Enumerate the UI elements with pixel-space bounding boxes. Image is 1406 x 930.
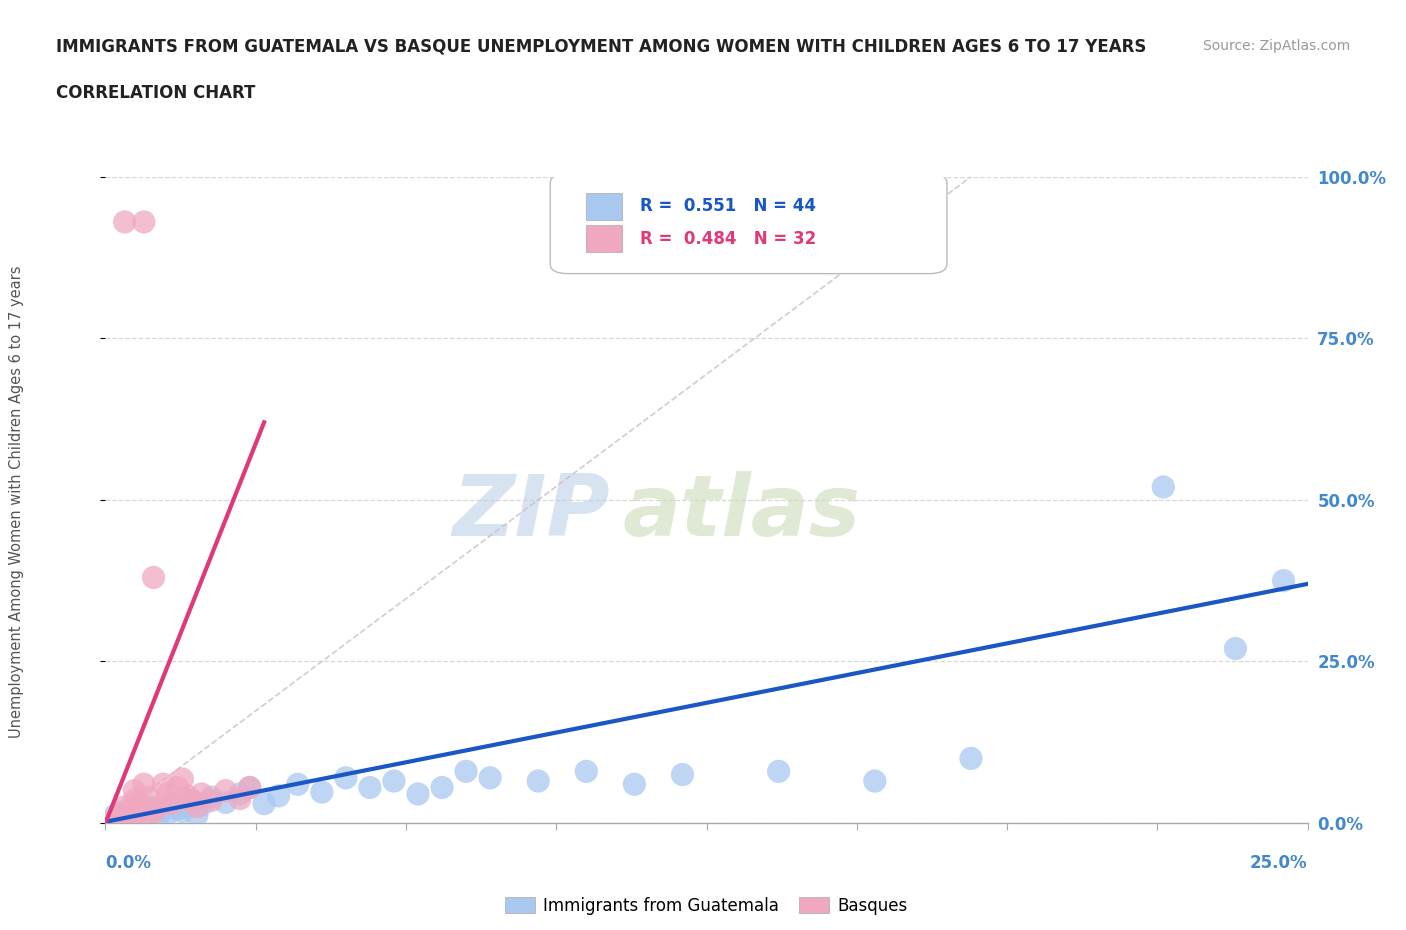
Text: 0.0%: 0.0% [105, 854, 152, 872]
Point [166, 780, 188, 795]
Point [190, 787, 212, 802]
Point [138, 790, 160, 804]
Text: IMMIGRANTS FROM GUATEMALA VS BASQUE UNEMPLOYMENT AMONG WOMEN WITH CHILDREN AGES : IMMIGRANTS FROM GUATEMALA VS BASQUE UNEM… [56, 37, 1147, 55]
Point [200, 793, 222, 808]
Point [124, 793, 146, 808]
Point [148, 800, 170, 815]
Text: 25.0%: 25.0% [1250, 854, 1308, 872]
Point [186, 800, 208, 815]
Point [190, 798, 212, 813]
Point [527, 774, 550, 789]
Point [118, 803, 141, 817]
Point [142, 804, 165, 818]
Point [104, 813, 127, 828]
Point [430, 780, 453, 795]
Point [406, 787, 429, 802]
Point [1272, 573, 1295, 588]
Point [118, 810, 141, 825]
Point [152, 777, 174, 791]
Point [359, 780, 381, 795]
Point [768, 764, 790, 778]
Point [114, 215, 136, 230]
Point [114, 808, 136, 823]
Point [132, 777, 155, 791]
Point [124, 802, 146, 817]
Point [114, 800, 136, 815]
Point [156, 806, 179, 821]
Point [138, 800, 160, 815]
Text: R =  0.551   N = 44: R = 0.551 N = 44 [640, 197, 817, 216]
Point [128, 806, 150, 821]
Point [1225, 641, 1247, 656]
Text: Unemployment Among Women with Children Ages 6 to 17 years: Unemployment Among Women with Children A… [10, 266, 24, 738]
Point [176, 789, 198, 804]
Bar [586, 193, 623, 220]
Text: R =  0.484   N = 32: R = 0.484 N = 32 [640, 230, 817, 247]
Point [128, 796, 150, 811]
Point [186, 808, 208, 823]
Point [108, 813, 131, 828]
Point [382, 774, 405, 789]
Legend: Immigrants from Guatemala, Basques: Immigrants from Guatemala, Basques [499, 890, 914, 922]
Point [176, 800, 198, 815]
Point [671, 767, 693, 782]
Text: ZIP: ZIP [453, 472, 610, 554]
Point [214, 795, 236, 810]
Point [575, 764, 598, 778]
Text: CORRELATION CHART: CORRELATION CHART [56, 84, 256, 101]
Point [132, 809, 155, 824]
Point [148, 808, 170, 823]
Point [214, 783, 236, 798]
Point [162, 796, 184, 811]
Point [623, 777, 645, 791]
Point [118, 810, 141, 825]
Point [128, 806, 150, 821]
Point [181, 793, 204, 808]
Point [1152, 480, 1174, 495]
Point [166, 802, 188, 817]
Point [132, 215, 155, 230]
Point [114, 804, 136, 818]
Point [229, 791, 252, 806]
Point [142, 804, 165, 818]
Point [253, 796, 276, 811]
Point [863, 774, 886, 789]
Text: atlas: atlas [623, 472, 860, 554]
Point [479, 770, 502, 785]
Point [454, 764, 477, 778]
Point [124, 783, 146, 798]
Point [132, 802, 155, 817]
Point [142, 570, 165, 585]
Point [239, 780, 262, 795]
Point [239, 780, 262, 795]
Point [152, 803, 174, 817]
Point [108, 806, 131, 821]
Point [200, 790, 222, 804]
Point [311, 785, 333, 800]
Point [172, 772, 194, 787]
Bar [586, 225, 623, 252]
Point [267, 789, 290, 804]
Text: Source: ZipAtlas.com: Source: ZipAtlas.com [1202, 39, 1350, 53]
Point [138, 808, 160, 823]
Point [960, 751, 983, 766]
Point [156, 787, 179, 802]
Point [162, 796, 184, 811]
Point [335, 770, 357, 785]
Point [229, 787, 252, 802]
Point [172, 804, 194, 818]
Point [104, 808, 127, 823]
Point [181, 793, 204, 808]
FancyBboxPatch shape [550, 174, 948, 273]
Point [287, 777, 309, 791]
